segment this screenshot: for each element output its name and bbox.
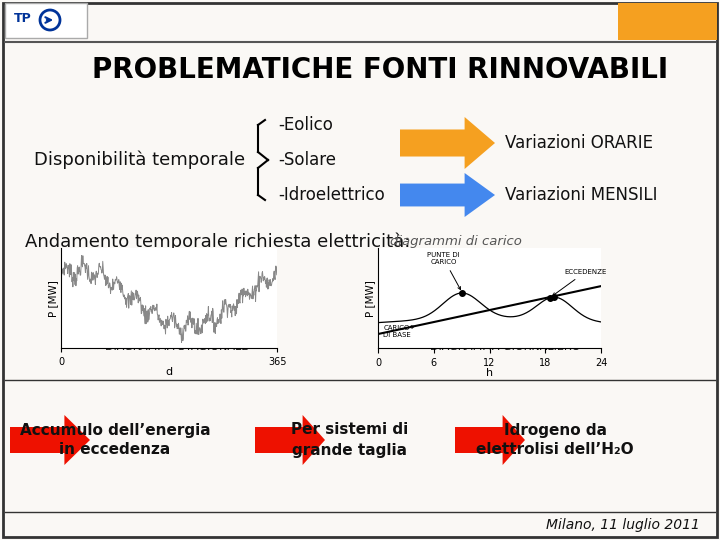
Text: Idrogeno da: Idrogeno da (503, 422, 606, 437)
Text: in eccedenza: in eccedenza (59, 442, 171, 457)
Text: Variazioni MENSILI: Variazioni MENSILI (505, 186, 657, 204)
Text: DIAGRAMMA GIORNALIERO: DIAGRAMMA GIORNALIERO (430, 342, 580, 352)
Text: ECCEDENZE: ECCEDENZE (553, 269, 606, 295)
Text: Disponibilità temporale: Disponibilità temporale (35, 151, 246, 169)
Polygon shape (400, 117, 495, 169)
Text: grande taglia: grande taglia (292, 442, 408, 457)
Polygon shape (455, 415, 525, 465)
Polygon shape (10, 415, 90, 465)
Text: CARICO
DI BASE: CARICO DI BASE (383, 325, 414, 338)
Text: -Idroelettrico: -Idroelettrico (278, 186, 384, 204)
Text: -Eolico: -Eolico (278, 116, 333, 134)
Text: PUNTE DI
CARICO: PUNTE DI CARICO (428, 252, 461, 289)
Text: PROBLEMATICHE FONTI RINNOVABILI: PROBLEMATICHE FONTI RINNOVABILI (92, 56, 668, 84)
Bar (5, 3, 87, 38)
X-axis label: d: d (166, 367, 173, 377)
Y-axis label: P [MW]: P [MW] (365, 280, 375, 317)
Text: Accumulo dell’energia: Accumulo dell’energia (19, 422, 210, 437)
X-axis label: h: h (486, 368, 493, 378)
Text: Per sistemi di: Per sistemi di (292, 422, 409, 437)
Y-axis label: P [MW]: P [MW] (48, 280, 58, 317)
Text: DIAGRAMMA STAGIONALE: DIAGRAMMA STAGIONALE (105, 342, 248, 352)
Polygon shape (400, 173, 495, 217)
Text: diagrammi di carico: diagrammi di carico (390, 235, 522, 248)
Text: elettrolisi dell’H₂O: elettrolisi dell’H₂O (476, 442, 634, 457)
Bar (618, 3, 717, 40)
Polygon shape (255, 415, 325, 465)
Text: -Solare: -Solare (278, 151, 336, 169)
Text: Andamento temporale richiesta elettricità:: Andamento temporale richiesta elettricit… (25, 233, 410, 251)
Text: TP: TP (14, 11, 32, 24)
Text: Milano, 11 luglio 2011: Milano, 11 luglio 2011 (546, 518, 700, 532)
Text: Variazioni ORARIE: Variazioni ORARIE (505, 134, 653, 152)
